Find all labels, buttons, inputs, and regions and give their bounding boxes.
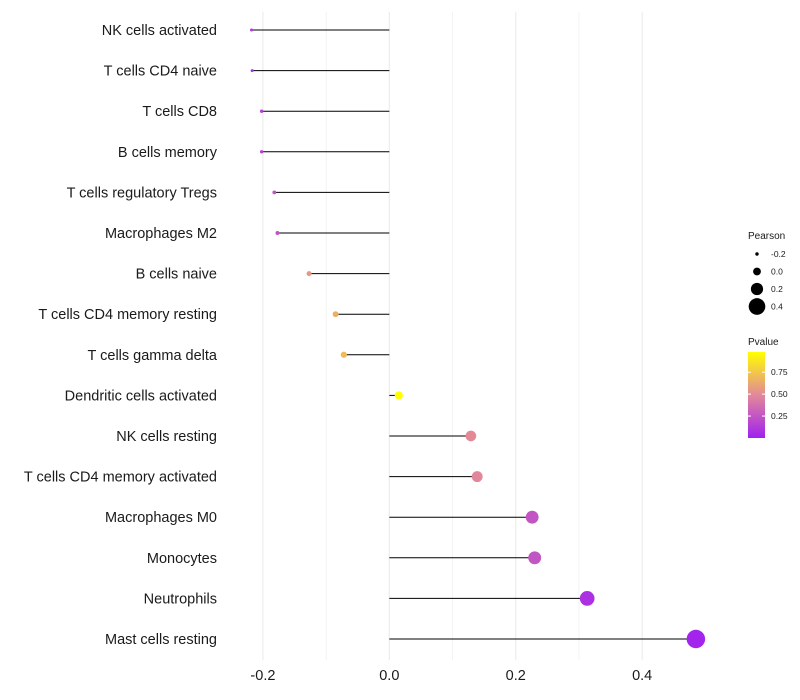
point-t-cells-cd4-memory-activated (471, 471, 483, 483)
legend-size-label: 0.0 (771, 267, 783, 277)
grid-lines (262, 12, 643, 660)
legend-size-key (748, 298, 766, 315)
category-label: NK cells activated (102, 23, 217, 39)
stems-layer (251, 29, 696, 640)
point-macrophages-m2 (275, 231, 280, 235)
x-tick-label: 0.0 (379, 668, 399, 684)
category-label: T cells gamma delta (88, 348, 218, 364)
category-label: Dendritic cells activated (65, 388, 217, 404)
category-label: Macrophages M2 (105, 226, 217, 242)
x-tick-label: 0.4 (632, 668, 652, 684)
points-layer (250, 28, 706, 649)
legend-pvalue-title: Pvalue (748, 337, 779, 348)
point-nk-cells-activated (250, 28, 254, 32)
pvalue-colorbar (748, 352, 765, 438)
category-label: Monocytes (147, 551, 217, 567)
x-tick-label: 0.2 (506, 668, 526, 684)
legend-size-key (753, 267, 761, 276)
x-tick-label: -0.2 (250, 668, 275, 684)
legend-size-key (750, 282, 764, 296)
legend-color-label: 0.50 (771, 389, 788, 399)
category-label: B cells naive (136, 267, 217, 283)
y-axis-labels: NK cells activated T cells CD4 naive T cel… (24, 23, 218, 648)
legend-size-label: 0.4 (771, 302, 783, 312)
category-label: Mast cells resting (105, 632, 217, 648)
legend-pearson-title: Pearson (748, 231, 785, 242)
point-t-cells-gamma-delta (340, 351, 347, 358)
category-label: NK cells resting (116, 429, 217, 445)
point-t-cells-cd4-naive (250, 69, 254, 73)
category-label: Neutrophils (144, 591, 217, 607)
category-label: B cells memory (118, 145, 218, 161)
legend-size-label: 0.2 (771, 284, 783, 294)
legend-size-key (755, 252, 759, 256)
category-label: T cells CD4 naive (104, 64, 217, 80)
category-label: Macrophages M0 (105, 510, 217, 526)
legend-pvalue: Pvalue 0.25 0.50 0.75 (748, 337, 788, 438)
point-monocytes (528, 551, 542, 565)
category-label: T cells CD4 memory activated (24, 470, 217, 486)
legend-color-label: 0.75 (771, 367, 788, 377)
point-t-cells-regulatory-tregs (272, 190, 277, 195)
point-b-cells-memory (259, 150, 264, 154)
point-macrophages-m0 (525, 510, 539, 524)
legend-color-label: 0.25 (771, 411, 788, 421)
legend-pearson: Pearson -0.2 0.0 0.2 0.4 (748, 231, 786, 315)
point-mast-cells-resting (686, 629, 706, 649)
point-b-cells-naive (306, 271, 312, 277)
category-label: T cells CD4 memory resting (38, 307, 217, 323)
point-t-cells-cd4-memory-resting (332, 311, 339, 318)
point-neutrophils (579, 591, 595, 606)
x-axis-ticks: -0.2 0.0 0.2 0.4 (250, 668, 652, 684)
point-t-cells-cd8 (259, 109, 264, 113)
point-nk-cells-resting (465, 430, 477, 442)
category-label: T cells CD8 (142, 104, 217, 120)
point-dendritic-cells-activated (394, 391, 403, 400)
category-label: T cells regulatory Tregs (67, 185, 217, 201)
legend-size-label: -0.2 (771, 249, 786, 259)
